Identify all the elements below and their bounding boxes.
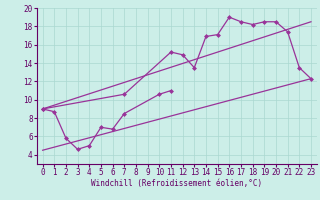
X-axis label: Windchill (Refroidissement éolien,°C): Windchill (Refroidissement éolien,°C) — [91, 179, 262, 188]
